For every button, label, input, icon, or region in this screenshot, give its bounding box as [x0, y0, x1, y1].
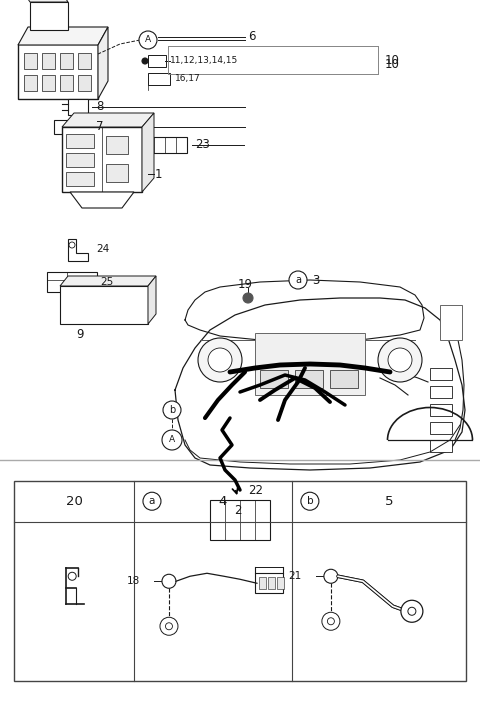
Bar — [430, 386, 452, 398]
Text: 18: 18 — [127, 576, 140, 586]
Text: 3: 3 — [312, 274, 319, 286]
Circle shape — [208, 348, 232, 372]
Circle shape — [162, 430, 182, 450]
Polygon shape — [22, 0, 68, 2]
Text: 9: 9 — [76, 328, 84, 340]
Bar — [47, 272, 97, 292]
Polygon shape — [98, 27, 108, 99]
Circle shape — [388, 348, 412, 372]
Circle shape — [163, 401, 181, 419]
Bar — [210, 500, 270, 540]
Circle shape — [142, 58, 148, 64]
Bar — [68, 99, 88, 115]
Bar — [330, 370, 358, 388]
Text: 20: 20 — [66, 495, 83, 508]
Bar — [430, 368, 452, 380]
Bar — [42, 75, 55, 91]
Polygon shape — [62, 113, 154, 127]
Circle shape — [69, 242, 75, 248]
Text: 11,12,13,14,15: 11,12,13,14,15 — [170, 56, 238, 65]
Circle shape — [166, 623, 172, 630]
Circle shape — [408, 607, 416, 615]
Text: a: a — [295, 275, 301, 285]
Text: 6: 6 — [248, 30, 255, 44]
Circle shape — [324, 569, 338, 583]
Text: 10: 10 — [385, 53, 400, 67]
Circle shape — [401, 600, 423, 622]
Text: 16,17: 16,17 — [175, 74, 201, 84]
Bar — [148, 55, 166, 67]
Bar — [259, 577, 266, 589]
Polygon shape — [68, 239, 88, 261]
Bar — [30, 2, 68, 30]
Circle shape — [160, 617, 178, 635]
Bar — [106, 136, 128, 154]
Bar — [255, 333, 365, 395]
Circle shape — [289, 271, 307, 289]
Circle shape — [322, 612, 340, 630]
Circle shape — [327, 618, 335, 625]
Bar — [430, 440, 452, 452]
Text: 4: 4 — [219, 495, 227, 508]
Bar — [14, 481, 466, 681]
Bar — [260, 370, 288, 388]
Circle shape — [378, 338, 422, 382]
Polygon shape — [70, 192, 134, 208]
Text: 25: 25 — [100, 277, 113, 287]
Circle shape — [139, 31, 157, 49]
Circle shape — [301, 492, 319, 510]
Circle shape — [143, 492, 161, 510]
Bar — [60, 75, 73, 91]
Bar — [295, 370, 323, 388]
Text: 19: 19 — [238, 279, 253, 291]
Bar — [440, 305, 462, 340]
Text: A: A — [145, 36, 151, 44]
Text: 1: 1 — [155, 168, 163, 180]
Bar — [106, 164, 128, 182]
Bar — [42, 53, 55, 69]
Bar — [168, 46, 378, 74]
Text: A: A — [169, 435, 175, 444]
Text: 22: 22 — [248, 484, 263, 496]
Circle shape — [68, 572, 76, 581]
Text: 23: 23 — [195, 138, 210, 152]
Bar — [430, 404, 452, 416]
Circle shape — [198, 338, 242, 382]
Polygon shape — [18, 27, 108, 45]
Bar — [268, 577, 275, 589]
Polygon shape — [60, 276, 156, 286]
Text: 7: 7 — [96, 121, 104, 133]
Bar — [148, 73, 170, 85]
Text: 24: 24 — [96, 244, 109, 254]
Circle shape — [162, 574, 176, 588]
Bar — [66, 134, 94, 148]
Bar — [277, 577, 284, 589]
Text: 21: 21 — [288, 571, 302, 581]
Bar — [430, 422, 452, 434]
Bar — [54, 120, 82, 134]
Text: 8: 8 — [96, 100, 103, 114]
Bar — [78, 53, 91, 69]
Polygon shape — [148, 276, 156, 324]
Bar — [62, 127, 142, 192]
Circle shape — [243, 293, 253, 303]
Bar — [18, 44, 98, 99]
Text: b: b — [307, 496, 313, 506]
Bar — [24, 75, 37, 91]
Bar — [143, 137, 187, 153]
Bar — [255, 574, 283, 593]
Bar — [66, 153, 94, 167]
Bar — [60, 286, 148, 324]
Polygon shape — [142, 113, 154, 192]
Bar — [60, 53, 73, 69]
Bar — [86, 121, 100, 133]
Bar — [78, 75, 91, 91]
Text: 10: 10 — [385, 58, 400, 70]
Text: 5: 5 — [384, 495, 393, 508]
Text: a: a — [149, 496, 155, 506]
Text: 2: 2 — [234, 503, 242, 517]
Text: b: b — [169, 405, 175, 415]
Bar — [66, 172, 94, 186]
Bar — [24, 53, 37, 69]
